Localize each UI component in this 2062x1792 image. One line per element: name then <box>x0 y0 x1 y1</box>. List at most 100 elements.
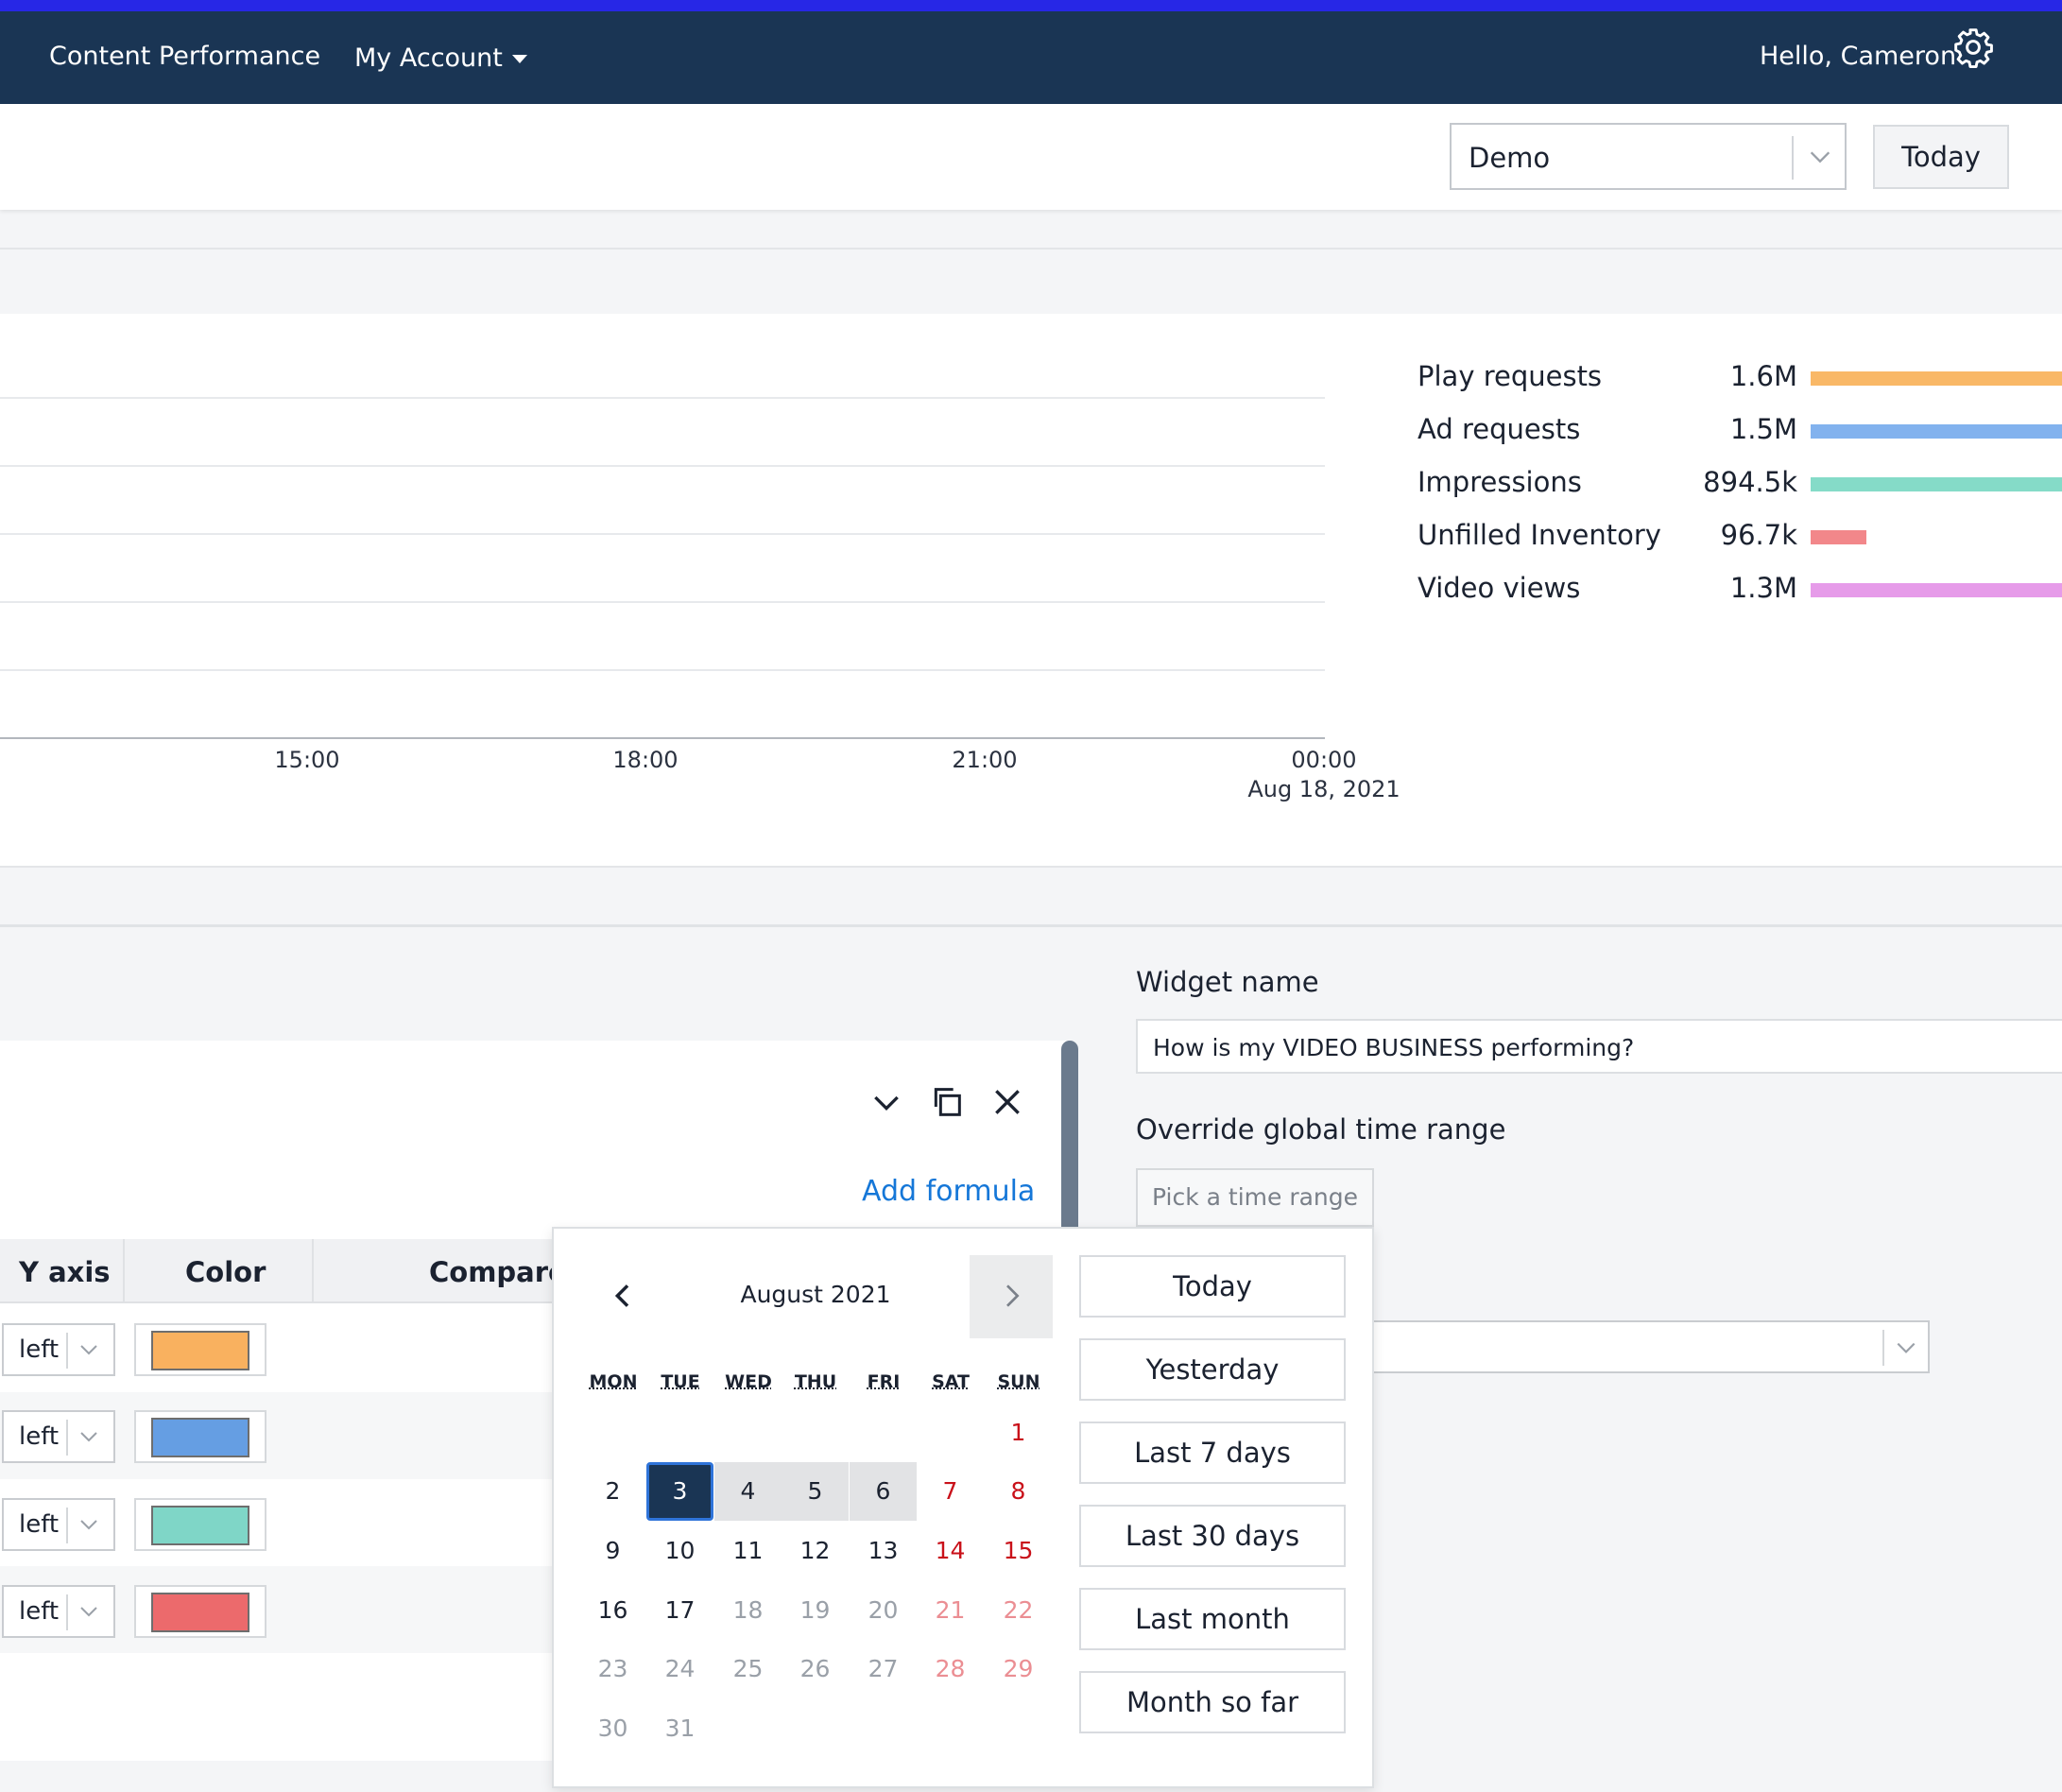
widget-select[interactable] <box>1361 1320 1930 1373</box>
calendar-day: 27 <box>868 1655 899 1682</box>
section-spacer <box>0 248 2062 314</box>
calendar-day[interactable]: 14 <box>935 1537 966 1564</box>
preset-last-month[interactable]: Last month <box>1079 1588 1346 1650</box>
nav-account-menu[interactable]: My Account <box>354 43 527 73</box>
today-button[interactable]: Today <box>1873 125 2009 189</box>
preset-yesterday[interactable]: Yesterday <box>1079 1338 1346 1401</box>
calendar-day[interactable]: 9 <box>605 1537 621 1564</box>
legend-bar <box>1811 583 2062 597</box>
calendar-day[interactable]: 7 <box>942 1477 958 1505</box>
caret-down-icon <box>511 55 527 63</box>
preset-last-30-days[interactable]: Last 30 days <box>1079 1505 1346 1567</box>
dashboard-select[interactable]: Demo <box>1450 123 1847 190</box>
pick-time-range-button[interactable]: Pick a time range <box>1136 1168 1374 1227</box>
legend-bar <box>1811 530 1866 544</box>
calendar-day[interactable]: 1 <box>1010 1419 1026 1446</box>
weekday-label: THU <box>794 1371 837 1392</box>
legend-bar <box>1811 424 2062 439</box>
y-axis-select[interactable]: left <box>2 1323 115 1376</box>
color-swatch <box>151 1593 249 1632</box>
select-divider <box>1792 136 1794 180</box>
widget-name-input[interactable]: How is my VIDEO BUSINESS performing? <box>1136 1019 2062 1074</box>
calendar-day: 23 <box>597 1655 628 1682</box>
legend-value: 1.5M <box>1729 413 1797 445</box>
legend-value: 1.6M <box>1729 360 1797 392</box>
chevron-down-icon <box>80 1607 97 1617</box>
nav-title[interactable]: Content Performance <box>49 42 321 71</box>
dashboard-select-value: Demo <box>1469 142 1551 174</box>
calendar-day: 21 <box>935 1596 966 1624</box>
preset-month-so-far[interactable]: Month so far <box>1079 1671 1346 1733</box>
legend-label[interactable]: Ad requests <box>1418 413 1581 445</box>
add-formula-link[interactable]: Add formula <box>862 1175 1036 1208</box>
x-tick-label: 18:00 <box>612 747 679 773</box>
navbar <box>0 11 2062 104</box>
calendar-day[interactable]: 8 <box>1010 1477 1026 1505</box>
header-y-axis: Y axis <box>19 1256 111 1288</box>
next-month-icon[interactable] <box>996 1279 1026 1313</box>
legend-label[interactable]: Video views <box>1418 572 1581 604</box>
widget-name-label: Widget name <box>1136 966 1319 998</box>
select-divider <box>66 1508 68 1543</box>
select-divider <box>66 1420 68 1456</box>
color-picker[interactable] <box>134 1585 266 1638</box>
calendar-day[interactable]: 16 <box>597 1596 628 1624</box>
legend-label[interactable]: Play requests <box>1418 360 1603 392</box>
calendar-day[interactable]: 10 <box>664 1537 696 1564</box>
calendar-day: 18 <box>732 1596 764 1624</box>
close-icon[interactable] <box>988 1083 1026 1121</box>
color-swatch <box>151 1331 249 1370</box>
weekday-label: SUN <box>997 1371 1040 1392</box>
calendar-day[interactable]: 5 <box>782 1462 849 1521</box>
y-axis-value: left <box>19 1335 60 1364</box>
color-swatch <box>151 1506 249 1545</box>
calendar-day: 24 <box>664 1655 696 1682</box>
chevron-down-icon <box>80 1520 97 1530</box>
legend-value: 96.7k <box>1720 519 1797 551</box>
chevron-down-icon <box>80 1345 97 1355</box>
prev-month-icon[interactable] <box>609 1279 639 1313</box>
chevron-down-icon <box>80 1432 97 1442</box>
calendar-day[interactable]: 2 <box>605 1477 621 1505</box>
scrollbar-thumb[interactable] <box>1061 1041 1078 1258</box>
top-accent-line <box>0 0 2062 11</box>
gridline <box>0 397 1325 399</box>
color-picker[interactable] <box>134 1410 266 1463</box>
calendar-day[interactable]: 13 <box>868 1537 899 1564</box>
calendar-day[interactable]: 17 <box>664 1596 696 1624</box>
preset-today[interactable]: Today <box>1079 1255 1346 1318</box>
y-axis-select[interactable]: left <box>2 1410 115 1463</box>
calendar-day[interactable]: 6 <box>850 1462 917 1521</box>
x-axis-line <box>0 737 1325 739</box>
calendar-day: 22 <box>1003 1596 1034 1624</box>
calendar-day: 25 <box>732 1655 764 1682</box>
x-tick-date-label: Aug 18, 2021 <box>1247 776 1400 802</box>
y-axis-select[interactable]: left <box>2 1498 115 1551</box>
header-compare: Compare t <box>429 1256 552 1288</box>
color-picker[interactable] <box>134 1323 266 1376</box>
next-month-button[interactable] <box>970 1255 1053 1338</box>
copy-icon[interactable] <box>928 1083 966 1121</box>
gridline <box>0 669 1325 671</box>
y-axis-select[interactable]: left <box>2 1585 115 1638</box>
x-tick-label: 00:00 <box>1291 747 1357 773</box>
calendar-month-label: August 2021 <box>740 1281 891 1308</box>
legend-label[interactable]: Unfilled Inventory <box>1418 519 1661 551</box>
calendar-day[interactable]: 15 <box>1003 1537 1034 1564</box>
override-time-label: Override global time range <box>1136 1113 1506 1146</box>
metrics-table-header <box>0 1239 567 1303</box>
chevron-down-icon[interactable] <box>868 1083 905 1121</box>
calendar-day[interactable]: 4 <box>714 1462 782 1521</box>
calendar-day: 19 <box>799 1596 831 1624</box>
select-divider <box>66 1333 68 1369</box>
calendar-day[interactable]: 12 <box>799 1537 831 1564</box>
preset-last-7-days[interactable]: Last 7 days <box>1079 1422 1346 1484</box>
x-tick-label: 21:00 <box>952 747 1018 773</box>
column-divider <box>123 1239 125 1303</box>
weekday-label: MON <box>589 1371 638 1392</box>
settings-gear-icon[interactable] <box>1952 26 1994 68</box>
legend-label[interactable]: Impressions <box>1418 466 1582 498</box>
color-picker[interactable] <box>134 1498 266 1551</box>
calendar-day[interactable]: 3 <box>646 1462 713 1521</box>
calendar-day[interactable]: 11 <box>732 1537 764 1564</box>
